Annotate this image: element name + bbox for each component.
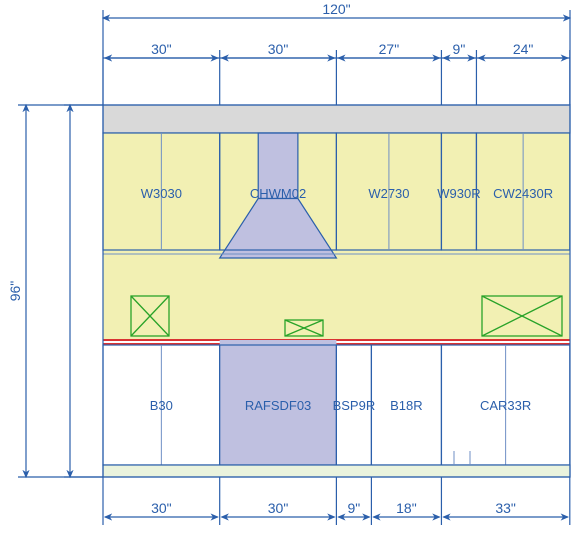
svg-text:W3030: W3030	[141, 186, 182, 201]
svg-text:RAFSDF03: RAFSDF03	[245, 398, 311, 413]
svg-text:CHWM02: CHWM02	[250, 186, 306, 201]
svg-text:30": 30"	[151, 41, 172, 57]
svg-text:CW2430R: CW2430R	[493, 186, 553, 201]
svg-text:30": 30"	[151, 500, 172, 516]
svg-text:W2730: W2730	[368, 186, 409, 201]
svg-text:30": 30"	[268, 500, 289, 516]
svg-text:9": 9"	[453, 41, 466, 57]
svg-text:30": 30"	[268, 41, 289, 57]
svg-text:33": 33"	[495, 500, 516, 516]
svg-text:B18R: B18R	[390, 398, 423, 413]
svg-text:27": 27"	[379, 41, 400, 57]
svg-text:W930R: W930R	[437, 186, 480, 201]
svg-text:96": 96"	[7, 281, 23, 302]
svg-text:18": 18"	[396, 500, 417, 516]
svg-text:9": 9"	[348, 500, 361, 516]
svg-text:120": 120"	[322, 1, 350, 17]
svg-text:B30: B30	[150, 398, 173, 413]
svg-text:CAR33R: CAR33R	[480, 398, 531, 413]
svg-text:BSP9R: BSP9R	[333, 398, 376, 413]
svg-text:24": 24"	[513, 41, 534, 57]
